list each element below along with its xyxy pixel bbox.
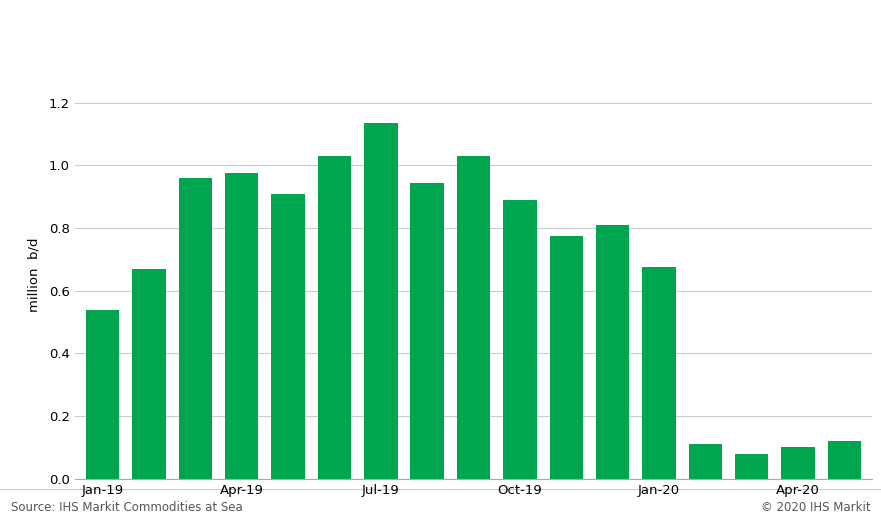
Text: Libyan Crude Oil Shipments: Libyan Crude Oil Shipments [11, 22, 337, 42]
Bar [735, 454, 768, 479]
Bar [271, 194, 305, 479]
Bar [781, 448, 815, 479]
Bar [411, 183, 444, 479]
Bar [550, 236, 583, 479]
Bar [689, 444, 722, 479]
Bar [318, 156, 352, 479]
Bar [503, 200, 537, 479]
Text: © 2020 IHS Markit: © 2020 IHS Markit [761, 500, 870, 514]
Bar [225, 174, 258, 479]
Bar [179, 178, 212, 479]
Bar [457, 156, 490, 479]
Bar [364, 123, 397, 479]
Text: Source: IHS Markit Commodities at Sea: Source: IHS Markit Commodities at Sea [11, 500, 242, 514]
Y-axis label: million  b/d: million b/d [27, 238, 41, 312]
Bar [642, 267, 676, 479]
Bar [132, 269, 166, 479]
Bar [827, 441, 861, 479]
Bar [86, 309, 120, 479]
Bar [596, 225, 629, 479]
